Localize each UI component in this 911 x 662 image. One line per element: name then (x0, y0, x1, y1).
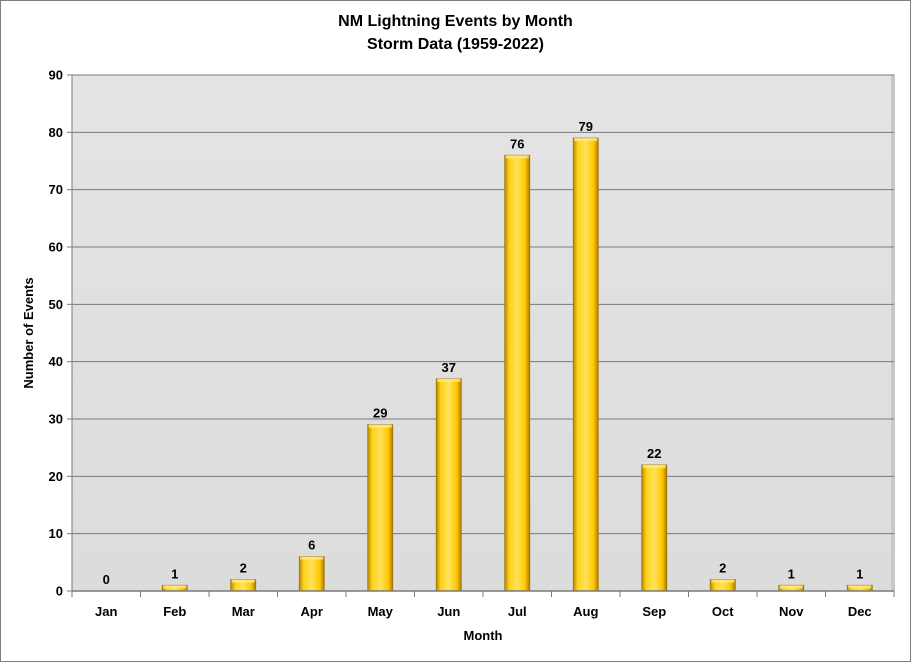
data-label-jun: 37 (442, 360, 456, 375)
data-label-jul: 76 (510, 136, 524, 151)
y-tick-label: 0 (56, 584, 63, 599)
y-tick-label: 10 (49, 526, 63, 541)
y-tick-label: 90 (49, 68, 63, 83)
chart-subtitle: Storm Data (1959-2022) (367, 36, 544, 53)
bar-highlight (711, 579, 735, 583)
y-tick-label: 40 (49, 354, 63, 369)
data-label-aug: 79 (579, 119, 593, 134)
x-tick-label-aug: Aug (573, 604, 598, 619)
bar-aug (572, 137, 599, 592)
bar-highlight (642, 464, 666, 468)
x-axis-title: Month (464, 628, 503, 643)
y-tick-label: 80 (49, 125, 63, 140)
bar-highlight (300, 556, 324, 560)
data-label-mar: 2 (240, 561, 247, 576)
y-tick-label: 20 (49, 469, 63, 484)
data-label-feb: 1 (171, 566, 178, 581)
x-tick-label-nov: Nov (779, 604, 804, 619)
bar-jul (504, 154, 531, 592)
plot-edge (891, 75, 894, 591)
data-label-oct: 2 (719, 561, 726, 576)
x-tick-label-oct: Oct (712, 604, 734, 619)
bar-highlight (574, 138, 598, 142)
x-tick-label-mar: Mar (232, 604, 255, 619)
data-label-nov: 1 (788, 566, 795, 581)
y-tick-label: 60 (49, 240, 63, 255)
x-tick-label-jun: Jun (437, 604, 460, 619)
data-label-sep: 22 (647, 446, 661, 461)
x-tick-label-feb: Feb (163, 604, 186, 619)
bar-highlight (505, 155, 529, 159)
bar-jun (435, 378, 462, 592)
plot-area (71, 74, 895, 592)
bar-highlight (231, 579, 255, 583)
x-tick-label-jul: Jul (508, 604, 527, 619)
x-tick-label-may: May (368, 604, 394, 619)
data-label-apr: 6 (308, 538, 315, 553)
data-label-dec: 1 (856, 566, 863, 581)
bar-apr (298, 556, 325, 592)
y-tick-label: 70 (49, 182, 63, 197)
y-tick-label: 50 (49, 297, 63, 312)
bar-may (367, 424, 394, 592)
bar-highlight (779, 585, 803, 589)
data-label-may: 29 (373, 406, 387, 421)
bar-highlight (163, 585, 187, 589)
bar-highlight (437, 378, 461, 382)
bar-highlight (848, 585, 872, 589)
x-tick-label-sep: Sep (642, 604, 666, 619)
x-tick-label-apr: Apr (301, 604, 323, 619)
bar-highlight (368, 424, 392, 428)
x-tick-label-dec: Dec (848, 604, 872, 619)
data-label-jan: 0 (103, 572, 110, 587)
chart-title: NM Lightning Events by Month (338, 13, 573, 30)
y-tick-label: 30 (49, 412, 63, 427)
y-axis-title: Number of Events (21, 277, 36, 388)
bar-sep (641, 464, 668, 592)
x-tick-label-jan: Jan (95, 604, 117, 619)
